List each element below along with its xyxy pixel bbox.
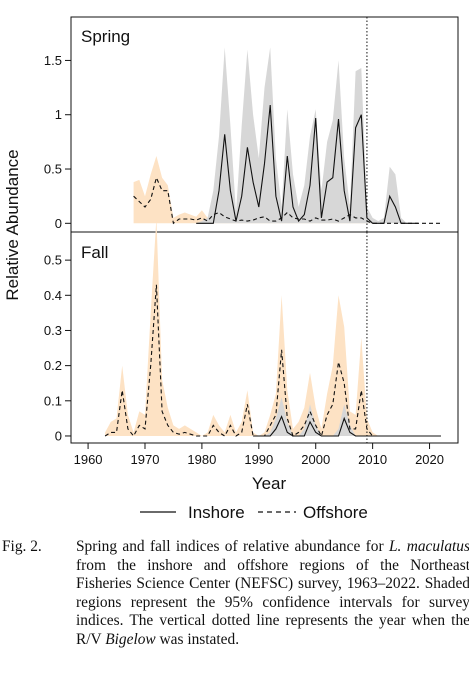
y-axis-title: Relative Abundance <box>3 149 22 300</box>
x-tick-label: 2000 <box>301 452 330 467</box>
x-axis-title: Year <box>252 474 287 493</box>
fall-offshore-line <box>104 284 441 438</box>
spring-series-lines <box>133 104 441 225</box>
caption-label: Fig. 2. <box>2 538 42 555</box>
caption-text: Spring and fall indices of relative abun… <box>76 538 469 650</box>
fall-offshore-ci-band <box>105 217 441 436</box>
x-tick-label: 2010 <box>358 452 387 467</box>
legend-offshore-label: Offshore <box>303 503 368 522</box>
legend: Inshore Offshore <box>140 503 368 522</box>
caption-text-end: was instated. <box>155 630 240 648</box>
fall-panel-frame <box>70 231 459 444</box>
x-tick-label: 1980 <box>187 452 216 467</box>
fall-y-axis: 0 0.1 0.2 0.3 0.4 0.5 <box>44 253 71 443</box>
spring-y-tick-label: 0.5 <box>44 162 62 177</box>
fall-y-tick-label: 0.3 <box>44 323 62 338</box>
x-tick-label: 1960 <box>74 452 103 467</box>
legend-inshore-label: Inshore <box>188 503 245 522</box>
spring-inshore-ci-band <box>196 47 419 224</box>
x-axis: 1960 1970 1980 1990 2000 2010 2020 <box>74 443 444 467</box>
fall-y-tick-label: 0.4 <box>44 288 62 303</box>
x-tick-label: 1990 <box>244 452 273 467</box>
spring-y-axis: 0 0.5 1 1.5 <box>44 53 71 231</box>
spring-panel-label: Spring <box>81 27 130 46</box>
fall-confidence-bands <box>105 217 441 436</box>
spring-y-tick-label: 0 <box>55 216 62 231</box>
caption-species-name: L. maculatus <box>388 538 469 555</box>
spring-y-tick-label: 1.5 <box>44 53 62 68</box>
fall-inshore-ci-band <box>253 397 441 436</box>
x-tick-label: 1970 <box>131 452 160 467</box>
fall-y-tick-label: 0.2 <box>44 358 62 373</box>
figure: 00.511.5 00.10.20.30.40.5 1960 1970 1980 19… <box>3 16 459 522</box>
caption-text-start: Spring and fall indices of relative abun… <box>76 538 389 555</box>
fall-y-tick-label: 0.5 <box>44 253 62 268</box>
x-tick-label: 2020 <box>415 452 444 467</box>
caption-vessel-name: Bigelow <box>105 630 156 648</box>
fall-y-tick-label: 0 <box>55 428 62 443</box>
spring-y-tick-label: 1 <box>55 107 62 122</box>
fall-panel-label: Fall <box>81 243 108 262</box>
spring-confidence-bands <box>133 47 441 224</box>
fall-y-tick-label: 0.1 <box>44 393 62 408</box>
spring-offshore-line <box>133 176 441 225</box>
fall-series-lines <box>104 284 441 438</box>
caption-text-middle: from the inshore and offshore regions of… <box>76 556 469 648</box>
